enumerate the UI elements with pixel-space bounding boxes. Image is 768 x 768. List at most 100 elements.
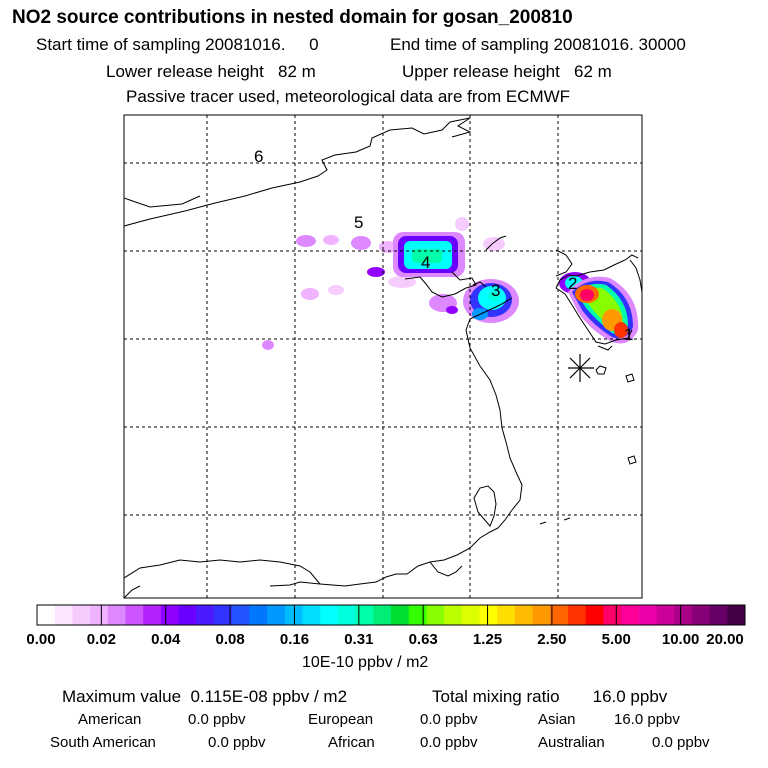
colorbar-cell [514, 605, 534, 625]
coastlines [124, 117, 642, 598]
colorbar-cell [125, 605, 144, 625]
colorbar-tick-label: 0.31 [344, 631, 374, 648]
colorbar-cell [709, 605, 728, 625]
region-value-australian: 0.0 ppbv [652, 734, 710, 751]
region-name-australian: Australian [538, 734, 605, 751]
colorbar-cell [479, 605, 498, 625]
region-label-1: 1 [624, 325, 633, 344]
colorbar-tick-label: 5.00 [601, 631, 631, 648]
plume-patch [455, 217, 469, 231]
colorbar-cell [727, 605, 746, 625]
plume-patch [367, 267, 385, 277]
colorbar-tick-label: 0.04 [151, 631, 181, 648]
map-frame [123, 114, 643, 599]
sampling-start: Start time of sampling 20081016. 0 [36, 35, 319, 54]
sampling-end: End time of sampling 20081016. 30000 [390, 35, 686, 54]
colorbar-cell [320, 605, 339, 625]
colorbar-tick-label: 0.00 [26, 631, 56, 648]
colorbar-frame [36, 604, 746, 626]
colorbar-cell [302, 605, 321, 625]
lower-release-height: Lower release height 82 m [106, 62, 316, 81]
colorbar-tick-label: 1.25 [472, 631, 503, 648]
region-value-asian: 16.0 ppbv [614, 711, 680, 728]
region-label-3: 3 [491, 281, 500, 300]
colorbar-cell [90, 605, 109, 625]
region-value-african: 0.0 ppbv [420, 734, 478, 751]
colorbar-cell [54, 605, 73, 625]
colorbar-cell [37, 605, 56, 625]
colorbar-tick-label: 2.50 [537, 631, 567, 648]
colorbar-cell [568, 605, 587, 625]
colorbar-cell [656, 605, 675, 625]
upper-release-height: Upper release height 62 m [402, 62, 612, 81]
colorbar-cell [267, 605, 286, 625]
colorbar-cell [249, 605, 268, 625]
plume-source-1-peak [614, 322, 628, 338]
total-mixing-ratio: Total mixing ratio 16.0 ppbv [432, 687, 668, 706]
plume-source-3-peak [488, 291, 500, 301]
colorbar-cell [532, 605, 551, 625]
receptor-star-icon [568, 354, 594, 382]
colorbar-cell [408, 605, 427, 625]
region-value-south-american: 0.0 ppbv [208, 734, 266, 751]
colorbar-cell [178, 605, 197, 625]
colorbar-cell [497, 605, 516, 625]
grid-lines [124, 115, 642, 598]
region-name-american: American [78, 711, 142, 728]
colorbar-cell [196, 605, 215, 625]
plume-patch [483, 237, 505, 251]
colorbar-cell [691, 605, 711, 625]
map-panel: 6 5 4 3 2 1 [123, 114, 643, 599]
region-label-4: 4 [421, 253, 430, 272]
colorbar-cell [426, 605, 445, 625]
colorbar-tick-label: 0.16 [279, 631, 310, 648]
colorbar-tick-label: 20.00 [706, 631, 744, 648]
colorbar-cell [674, 605, 693, 625]
tracer-note: Passive tracer used, meteorological data… [126, 87, 571, 106]
colorbar-cell [107, 605, 126, 625]
colorbar-tick-label: 0.02 [86, 631, 116, 648]
plume-source-4-peak [412, 249, 442, 263]
colorbar-cell [337, 605, 357, 625]
colorbar-cell [621, 605, 640, 625]
region-value-american: 0.0 ppbv [188, 711, 246, 728]
colorbar-tick-label: 10.00 [661, 631, 700, 648]
region-label-2: 2 [568, 274, 577, 293]
colorbar [36, 604, 746, 626]
plume-patch [262, 340, 274, 350]
region-value-european: 0.0 ppbv [420, 711, 478, 728]
plume-source-2-peak [580, 289, 594, 301]
colorbar-cell [461, 605, 480, 625]
colorbar-cell [355, 605, 374, 625]
colorbar-cell [373, 605, 392, 625]
plume-patch [301, 288, 319, 300]
plume-patch [351, 236, 371, 250]
maximum-value: Maximum value 0.115E-08 ppbv / m2 [62, 687, 348, 706]
region-name-european: European [308, 711, 374, 728]
plume-patch [323, 235, 339, 245]
region-label-6: 6 [254, 147, 263, 166]
plume-patch [388, 276, 416, 288]
colorbar-cell [214, 605, 233, 625]
colorbar-units: 10E-10 ppbv / m2 [302, 654, 429, 671]
colorbar-cell [391, 605, 410, 625]
colorbar-cell [143, 605, 162, 625]
region-name-asian: Asian [538, 711, 576, 728]
colorbar-cell [444, 605, 463, 625]
colorbar-cell [284, 605, 303, 625]
region-name-african: African [328, 734, 375, 751]
plume-patch [296, 235, 316, 247]
colorbar-cell [585, 605, 604, 625]
colorbar-tick-label: 0.08 [215, 631, 245, 648]
colorbar-cell [160, 605, 180, 625]
colorbar-cell [231, 605, 250, 625]
plume-patch [446, 306, 458, 314]
region-label-5: 5 [354, 213, 363, 232]
colorbar-cell [638, 605, 657, 625]
region-name-south-american: South American [50, 734, 156, 751]
figure-title: NO2 source contributions in nested domai… [12, 7, 573, 28]
colorbar-tick-label: 0.63 [408, 631, 438, 648]
colorbar-cell [603, 605, 622, 625]
colorbar-cell [72, 605, 91, 625]
colorbar-cell [550, 605, 569, 625]
